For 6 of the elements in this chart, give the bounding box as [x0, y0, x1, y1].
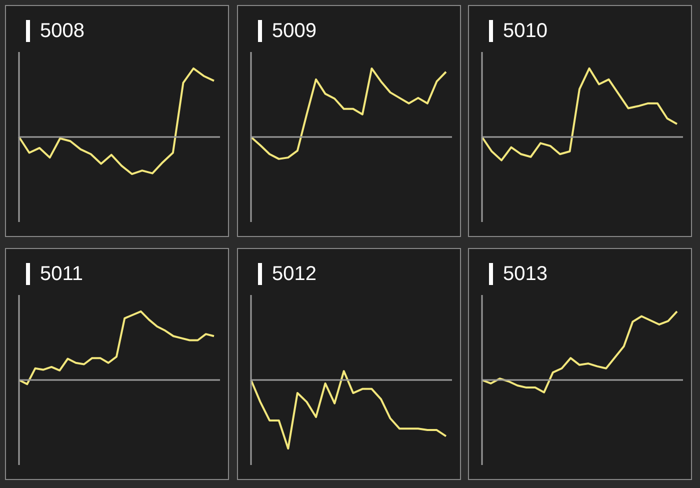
chart-title: 5010: [489, 20, 548, 42]
chart-title: 5008: [26, 20, 84, 42]
chart-title: 5011: [26, 263, 84, 285]
chart-title: 5009: [258, 20, 316, 42]
chart-title: 5013: [489, 263, 548, 285]
chart-title: 5012: [258, 263, 316, 285]
